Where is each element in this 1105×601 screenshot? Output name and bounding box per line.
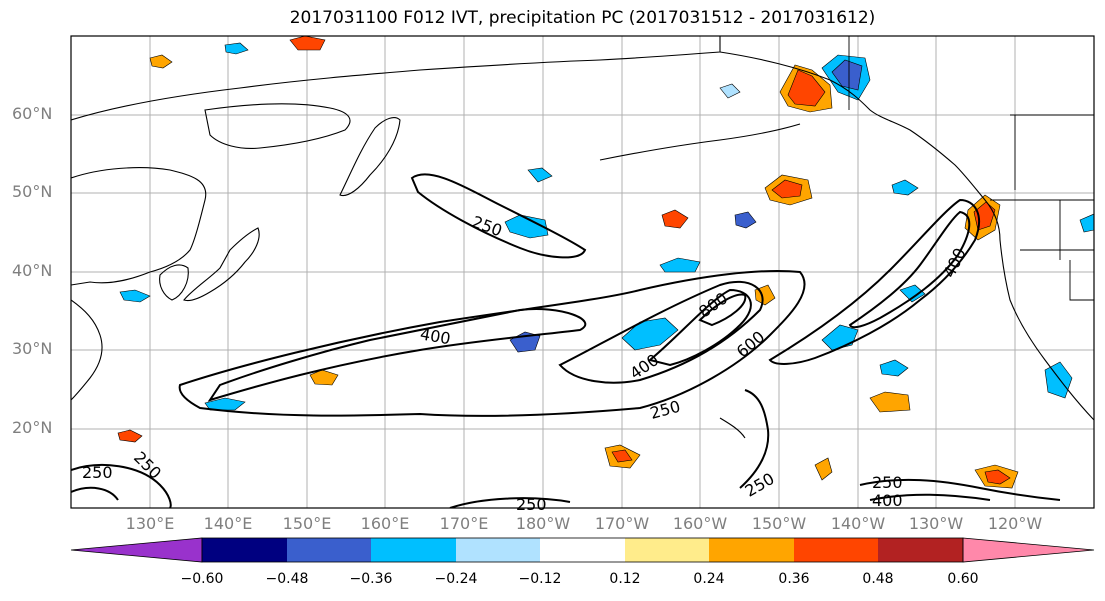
political-borders (848, 36, 1094, 301)
colorbar-tick-label: −0.12 (518, 571, 562, 587)
precip-neg-blob (1079, 213, 1094, 233)
coastline-china (71, 299, 103, 401)
ivt-contour-250-left (71, 464, 172, 508)
lat-label: 30°N (12, 339, 53, 358)
ivt-contour-400-left (71, 486, 119, 501)
lon-label: 170°W (594, 514, 650, 533)
contour-label-group: 250 400 250 400 600 800 400 250 250 250 … (82, 212, 970, 514)
colorbar-segment (202, 538, 287, 562)
colorbar-tick-label: 0.12 (609, 571, 641, 587)
colorbar-extend-high (962, 537, 1095, 563)
coastline-japan (183, 227, 260, 302)
contour-label: 250 (872, 473, 903, 492)
colorbar-segment (371, 538, 456, 562)
coastlines (71, 36, 1094, 439)
coastline-alaska (719, 51, 1094, 421)
precip-neg-blob (891, 179, 919, 196)
precip-pos-blob (984, 469, 1011, 485)
colorbar-segment (625, 538, 709, 562)
colorbar-tick-label: −0.24 (434, 571, 478, 587)
colorbar-segment (456, 538, 540, 562)
ivt-contour-250-main (178, 269, 806, 417)
ivt-contour-250-bl (449, 497, 571, 508)
lon-label: 170°E (439, 514, 489, 533)
lat-label: 60°N (12, 104, 53, 123)
coastline-hawaii (719, 417, 746, 439)
colorbar-segment (878, 538, 963, 562)
ivt-contour-400-right (558, 280, 764, 384)
ivt-contour-400-east (848, 210, 971, 329)
lon-label: 160°E (360, 514, 410, 533)
ivt-contour-250-south (739, 389, 770, 489)
colorbar-tick-label: −0.60 (180, 571, 224, 587)
ivt-contour-400-bottom (869, 493, 991, 501)
colorbar-tick-label: 0.48 (862, 571, 894, 587)
ivt-contour-400-main (207, 308, 587, 402)
colorbar-tick-label: 0.36 (778, 571, 810, 587)
precip-pos-blob (771, 179, 803, 199)
colorbar-extend-low (70, 537, 203, 563)
precip-neg-blob (734, 211, 757, 229)
coastline-aleutians (599, 123, 801, 161)
precip-pos-blob (149, 54, 173, 69)
colorbar (70, 537, 1095, 563)
precip-pos-blob (814, 457, 833, 481)
contour-label: 250 (82, 463, 113, 482)
precip-neg-blob (719, 83, 741, 99)
colorbar-segment (794, 538, 878, 562)
lat-label: 20°N (12, 418, 53, 437)
lon-label: 140°E (203, 514, 253, 533)
precip-neg-blob (1044, 361, 1073, 399)
contour-label: 250 (516, 495, 547, 514)
ivt-contour-800 (698, 293, 747, 327)
colorbar-frame (201, 537, 964, 563)
precip-neg-blob (831, 59, 863, 91)
colorbar-tick-label: −0.36 (349, 571, 393, 587)
coastline-siberia (71, 36, 721, 121)
map-frame (70, 35, 1095, 509)
precip-pos-blob (869, 391, 911, 413)
precip-pos-blob (289, 36, 326, 51)
precip-neg-blob (899, 284, 926, 303)
ivt-contour-250-bottom (859, 478, 1061, 501)
lon-label: 120°W (987, 514, 1043, 533)
precip-anomaly-fill (117, 36, 1094, 489)
colorbar-segment (287, 538, 371, 562)
colorbar-segment (540, 538, 625, 562)
lon-label: 140°W (830, 514, 886, 533)
precip-neg-blob (527, 167, 553, 183)
lon-label: 150°E (282, 514, 332, 533)
colorbar-segment (709, 538, 794, 562)
lat-label: 40°N (12, 261, 53, 280)
precip-neg-blob (119, 289, 151, 303)
ivt-contours (71, 173, 1061, 508)
precip-neg-blob (879, 359, 909, 377)
precip-neg-blob (659, 257, 701, 273)
contour-label: 400 (872, 491, 903, 510)
colorbar-tick-label: −0.48 (265, 571, 309, 587)
lon-label: 130°W (908, 514, 964, 533)
precip-neg-blob (224, 42, 249, 55)
precip-pos-blob (661, 209, 689, 229)
lon-label: 160°W (672, 514, 728, 533)
ivt-contour-250-east (768, 198, 980, 365)
ivt-contour-250-north (410, 173, 587, 259)
lon-label: 180°W (515, 514, 571, 533)
lon-label: 150°W (751, 514, 807, 533)
precip-pos-blob (611, 449, 633, 463)
map-title: 2017031100 F012 IVT, precipitation PC (2… (289, 8, 876, 28)
lat-label: 50°N (12, 182, 53, 201)
coastline-asia (71, 167, 207, 286)
coastline-kamchatka (339, 117, 401, 197)
coastline-korea (159, 264, 189, 301)
ivt-contour-600 (647, 288, 752, 367)
colorbar-tick-label: 0.24 (693, 571, 725, 587)
precip-pos-blob (117, 429, 143, 443)
lon-label: 130°E (125, 514, 175, 533)
precip-pos-blob (787, 69, 826, 107)
coastline-okhotsk (204, 103, 351, 149)
colorbar-tick-label: 0.60 (947, 571, 979, 587)
